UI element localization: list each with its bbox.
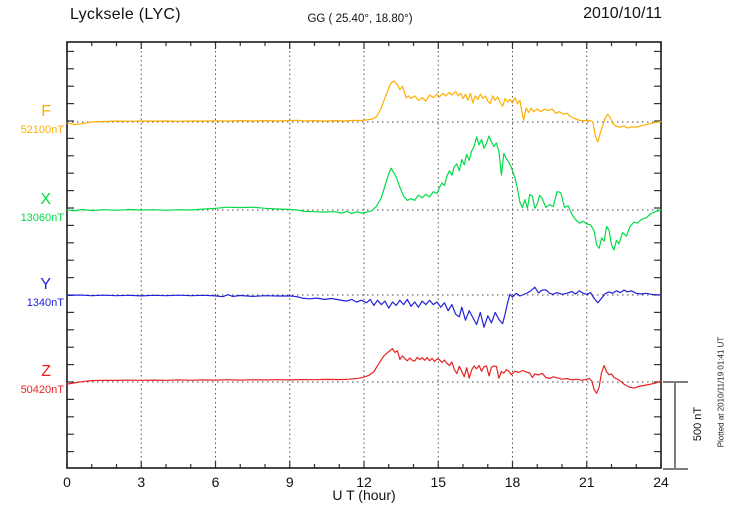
station-title: Lycksele (LYC) (70, 6, 181, 23)
trace-X (66, 135, 662, 251)
x-tick-label-6: 6 (211, 474, 220, 490)
trace-letter-z: Z (41, 363, 51, 380)
trace-label-f: F 52100nT (0, 104, 64, 136)
x-tick-label-24: 24 (653, 474, 669, 490)
trace-letter-y: Y (40, 276, 51, 293)
trace-label-x: X 13060nT (0, 192, 64, 224)
trace-letter-f: F (41, 103, 51, 120)
x-tick-label-21: 21 (578, 474, 595, 490)
trace-scale-z: 50420nT (20, 384, 64, 396)
trace-label-z: Z 50420nT (0, 364, 64, 396)
x-tick-label-3: 3 (137, 474, 146, 490)
plot-date: 2010/10/11 (583, 5, 662, 22)
trace-scale-f: 52100nT (20, 124, 64, 136)
x-tick-label-0: 0 (63, 474, 71, 490)
trace-label-y: Y 1340nT (0, 277, 64, 309)
trace-Y (66, 286, 662, 328)
x-tick-label-18: 18 (504, 474, 521, 490)
trace-letter-x: X (40, 191, 51, 208)
trace-scale-x: 13060nT (20, 212, 64, 224)
trace-scale-y: 1340nT (26, 297, 64, 309)
geographic-coordinates: GG ( 25.40°, 18.80°) (307, 13, 413, 25)
x-tick-label-9: 9 (285, 474, 294, 490)
trace-Z (66, 348, 662, 394)
plot-frame (66, 41, 662, 469)
x-axis-title: U T (hour) (332, 487, 396, 503)
scalebar-label: 500 nT (692, 406, 704, 442)
x-tick-label-12: 12 (356, 474, 372, 490)
x-tick-label-15: 15 (430, 474, 447, 490)
plotted-timestamp-note: Plotted at 2010/11/19 01:41 UT (716, 336, 726, 448)
trace-F (66, 80, 662, 143)
